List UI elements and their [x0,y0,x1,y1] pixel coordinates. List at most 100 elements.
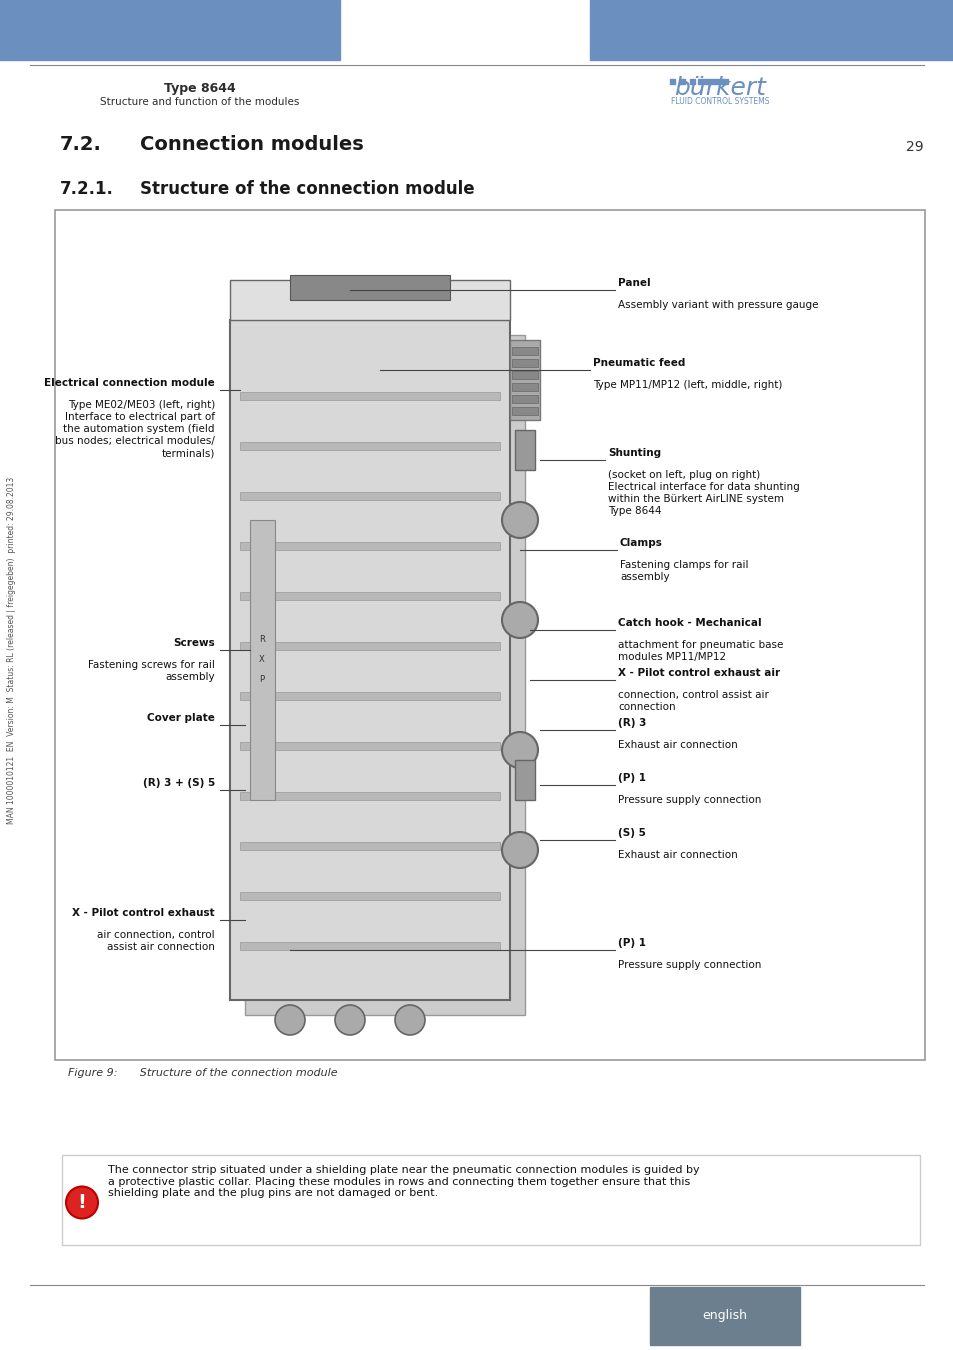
Bar [512,383,537,392]
Text: english: english [701,1310,747,1323]
Text: Exhaust air connection: Exhaust air connection [618,740,737,751]
Bar [512,359,537,367]
Text: Clamps: Clamps [619,539,662,548]
Bar [240,593,499,599]
Bar [240,942,499,950]
Bar [649,1287,800,1345]
Text: Type MP11/MP12 (left, middle, right): Type MP11/MP12 (left, middle, right) [593,379,781,390]
Text: air connection, control: air connection, control [97,930,214,940]
Text: the automation system (field: the automation system (field [64,424,214,433]
Circle shape [395,1004,424,1035]
Text: R: R [259,636,265,644]
Text: assembly: assembly [619,572,669,582]
Text: (R) 3 + (S) 5: (R) 3 + (S) 5 [143,778,214,788]
Text: attachment for pneumatic base: attachment for pneumatic base [618,640,782,649]
Bar [512,371,537,379]
Text: Pressure supply connection: Pressure supply connection [618,960,760,971]
Bar [290,275,450,300]
Bar [230,279,510,320]
Bar [250,520,274,801]
Text: Assembly variant with pressure gauge: Assembly variant with pressure gauge [618,300,818,310]
Text: Pressure supply connection: Pressure supply connection [618,795,760,805]
Bar [515,431,535,470]
Bar [240,491,499,500]
Text: 29: 29 [905,140,923,154]
Circle shape [501,602,537,639]
Text: connection: connection [618,702,675,711]
Bar [240,441,499,450]
Bar [0,0,339,59]
Text: Screws: Screws [173,639,214,648]
Circle shape [274,1004,305,1035]
Text: Shunting: Shunting [607,448,660,458]
Text: MAN 1000010121  EN  Version: M  Status: RL (released | freigegeben)  printed: 29: MAN 1000010121 EN Version: M Status: RL … [8,477,16,824]
Bar [245,335,524,1015]
Bar [240,541,499,549]
Text: (S) 5: (S) 5 [618,828,645,838]
Text: (P) 1: (P) 1 [618,774,645,783]
Text: P: P [259,675,264,684]
Text: bürkert: bürkert [674,76,765,100]
Circle shape [501,502,537,539]
Text: Structure of the connection module: Structure of the connection module [140,180,475,198]
Bar [512,396,537,404]
Bar [512,347,537,355]
Bar [240,643,499,649]
Text: Figure 9:  Structure of the connection module: Figure 9: Structure of the connection mo… [68,1068,337,1079]
Bar [240,743,499,751]
Bar [240,842,499,850]
Text: (socket on left, plug on right): (socket on left, plug on right) [607,470,760,481]
Text: connection, control assist air: connection, control assist air [618,690,768,701]
Text: Fastening screws for rail: Fastening screws for rail [88,660,214,670]
Bar [240,892,499,900]
Text: 7.2.: 7.2. [60,135,102,154]
Text: Exhaust air connection: Exhaust air connection [618,850,737,860]
Bar [230,320,510,1000]
Text: Catch hook - Mechanical: Catch hook - Mechanical [618,618,760,628]
Text: Structure and function of the modules: Structure and function of the modules [100,97,299,107]
Bar [240,792,499,801]
Circle shape [501,732,537,768]
Text: (P) 1: (P) 1 [618,938,645,948]
Text: X - Pilot control exhaust air: X - Pilot control exhaust air [618,668,780,678]
Circle shape [501,832,537,868]
Bar [240,693,499,701]
Text: !: ! [77,1193,87,1212]
Bar [510,340,539,420]
Text: X: X [259,656,265,664]
Text: Electrical connection module: Electrical connection module [44,378,214,387]
Text: The connector strip situated under a shielding plate near the pneumatic connecti: The connector strip situated under a shi… [108,1165,699,1199]
Text: terminals): terminals) [161,448,214,458]
Bar [240,392,499,400]
Text: modules MP11/MP12: modules MP11/MP12 [618,652,725,662]
Text: Connection modules: Connection modules [140,135,363,154]
Bar [669,80,675,84]
Bar [515,760,535,801]
Text: (R) 3: (R) 3 [618,718,646,728]
Text: assembly: assembly [165,672,214,682]
Text: bus nodes; electrical modules/: bus nodes; electrical modules/ [55,436,214,446]
Text: Pneumatic feed: Pneumatic feed [593,358,684,369]
Bar [689,80,695,84]
Text: Type ME02/ME03 (left, right): Type ME02/ME03 (left, right) [68,400,214,410]
Text: Electrical interface for data shunting: Electrical interface for data shunting [607,482,799,491]
Text: Fastening clamps for rail: Fastening clamps for rail [619,560,748,570]
Bar [512,406,537,414]
Circle shape [66,1187,98,1219]
Text: Cover plate: Cover plate [147,713,214,724]
Text: Type 8644: Type 8644 [607,506,660,516]
Circle shape [335,1004,365,1035]
Bar [698,80,727,84]
Bar [679,80,684,84]
Text: Type 8644: Type 8644 [164,82,235,94]
Text: FLUID CONTROL SYSTEMS: FLUID CONTROL SYSTEMS [670,97,768,107]
Text: assist air connection: assist air connection [107,942,214,952]
Text: Panel: Panel [618,278,650,288]
Text: X - Pilot control exhaust: X - Pilot control exhaust [72,909,214,918]
Text: Interface to electrical part of: Interface to electrical part of [65,412,214,423]
Bar [62,1156,919,1245]
Text: 7.2.1.: 7.2.1. [60,180,113,198]
Text: within the Bürkert AirLINE system: within the Bürkert AirLINE system [607,494,783,504]
Bar [589,0,953,59]
Bar [55,211,924,1060]
